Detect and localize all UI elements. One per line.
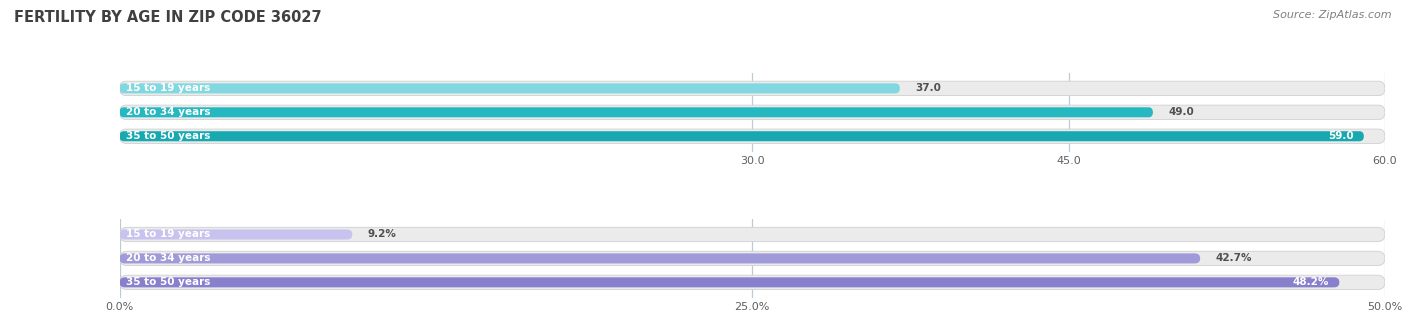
FancyBboxPatch shape xyxy=(120,105,1385,119)
FancyBboxPatch shape xyxy=(120,83,900,93)
FancyBboxPatch shape xyxy=(120,131,1364,141)
Text: 37.0: 37.0 xyxy=(915,83,941,93)
FancyBboxPatch shape xyxy=(120,254,1201,263)
Text: 20 to 34 years: 20 to 34 years xyxy=(127,107,211,117)
FancyBboxPatch shape xyxy=(120,81,1385,96)
FancyBboxPatch shape xyxy=(120,229,353,240)
Text: 20 to 34 years: 20 to 34 years xyxy=(127,254,211,263)
FancyBboxPatch shape xyxy=(120,107,1153,117)
Text: 15 to 19 years: 15 to 19 years xyxy=(127,229,209,240)
FancyBboxPatch shape xyxy=(120,275,1385,290)
Text: FERTILITY BY AGE IN ZIP CODE 36027: FERTILITY BY AGE IN ZIP CODE 36027 xyxy=(14,10,322,25)
FancyBboxPatch shape xyxy=(120,277,1340,287)
Text: 35 to 50 years: 35 to 50 years xyxy=(127,131,211,141)
Text: 15 to 19 years: 15 to 19 years xyxy=(127,83,209,93)
Text: Source: ZipAtlas.com: Source: ZipAtlas.com xyxy=(1274,10,1392,20)
Text: 48.2%: 48.2% xyxy=(1294,277,1329,287)
Text: 35 to 50 years: 35 to 50 years xyxy=(127,277,211,287)
Text: 42.7%: 42.7% xyxy=(1215,254,1251,263)
FancyBboxPatch shape xyxy=(120,227,1385,242)
Text: 59.0: 59.0 xyxy=(1329,131,1354,141)
FancyBboxPatch shape xyxy=(120,251,1385,265)
FancyBboxPatch shape xyxy=(120,129,1385,143)
Text: 9.2%: 9.2% xyxy=(367,229,396,240)
Text: 49.0: 49.0 xyxy=(1168,107,1194,117)
